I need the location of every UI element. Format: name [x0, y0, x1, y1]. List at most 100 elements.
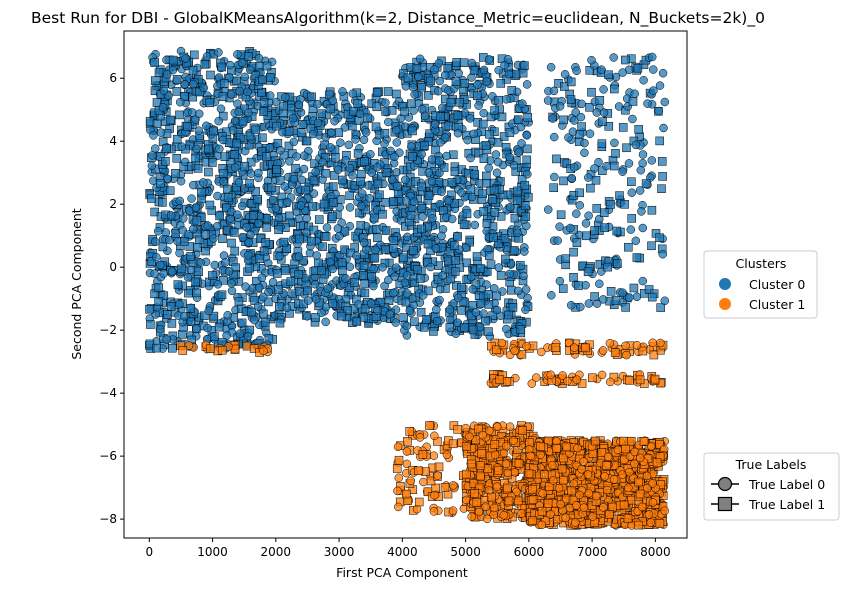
- data-point: [359, 271, 368, 280]
- data-point: [158, 103, 168, 112]
- data-point: [230, 116, 240, 126]
- data-point: [321, 302, 331, 312]
- data-point: [623, 514, 633, 523]
- data-point: [380, 128, 390, 138]
- data-point: [585, 129, 595, 138]
- y-tick-label: 0: [109, 260, 117, 274]
- data-point: [326, 104, 336, 114]
- data-point: [265, 143, 275, 152]
- data-point: [575, 188, 584, 198]
- data-point: [387, 175, 397, 184]
- data-point: [444, 121, 454, 131]
- data-point: [279, 237, 289, 247]
- data-point: [634, 477, 643, 487]
- data-point: [242, 341, 252, 351]
- data-point: [563, 376, 572, 386]
- data-point: [622, 143, 631, 153]
- data-point: [521, 305, 530, 314]
- data-point: [492, 291, 501, 301]
- data-point: [227, 238, 236, 248]
- data-point: [402, 271, 412, 280]
- data-point: [463, 135, 472, 145]
- data-point: [343, 306, 353, 315]
- data-point: [566, 77, 576, 87]
- data-point: [283, 198, 292, 207]
- data-point: [172, 154, 182, 163]
- data-point: [528, 495, 538, 504]
- data-point: [514, 496, 523, 506]
- data-point: [465, 114, 475, 123]
- data-point: [338, 266, 347, 275]
- data-point: [428, 213, 437, 223]
- data-point: [172, 87, 182, 96]
- data-point: [371, 245, 380, 255]
- data-point: [621, 444, 630, 454]
- data-point: [628, 97, 638, 106]
- data-point: [602, 161, 611, 171]
- data-point: [394, 455, 404, 465]
- data-point: [637, 207, 646, 216]
- data-point: [559, 115, 568, 125]
- data-point: [523, 113, 532, 122]
- data-point: [382, 168, 392, 177]
- data-point: [490, 208, 500, 217]
- data-point: [451, 256, 460, 265]
- data-point: [330, 116, 339, 126]
- data-point: [579, 503, 589, 512]
- data-point: [440, 133, 450, 142]
- data-point: [360, 279, 370, 288]
- data-point: [476, 461, 485, 470]
- data-point: [424, 168, 434, 177]
- data-point: [569, 479, 578, 488]
- data-point: [492, 482, 502, 491]
- data-point: [212, 222, 222, 231]
- data-point: [214, 116, 223, 126]
- data-point: [179, 91, 189, 101]
- data-point: [590, 436, 600, 446]
- cluster-0-legend-label: Cluster 0: [749, 277, 805, 292]
- data-point: [213, 280, 223, 289]
- data-point: [289, 137, 299, 147]
- data-point: [147, 194, 156, 203]
- data-point: [328, 96, 338, 105]
- data-point: [333, 224, 343, 233]
- data-point: [614, 102, 624, 111]
- data-point: [520, 247, 529, 256]
- y-tick-label: −6: [99, 449, 117, 463]
- data-point: [266, 73, 275, 82]
- data-point: [147, 161, 157, 171]
- data-point: [179, 311, 189, 321]
- data-point: [644, 510, 654, 519]
- data-point: [178, 214, 188, 223]
- data-point: [366, 299, 376, 308]
- data-point: [639, 75, 648, 85]
- data-point: [387, 106, 397, 115]
- data-point: [494, 239, 503, 248]
- data-point: [442, 151, 451, 161]
- data-point: [652, 458, 662, 468]
- data-point: [457, 188, 466, 197]
- data-point: [227, 286, 237, 296]
- data-point: [450, 167, 460, 176]
- data-point: [621, 303, 630, 312]
- data-point: [569, 273, 578, 282]
- data-point: [168, 343, 177, 353]
- data-point: [632, 292, 642, 302]
- data-point: [568, 127, 578, 136]
- data-point: [337, 258, 347, 267]
- data-point: [233, 99, 242, 108]
- data-point: [605, 510, 614, 519]
- data-point: [453, 293, 463, 303]
- y-tick-label: −2: [99, 323, 117, 337]
- data-point: [482, 219, 492, 228]
- data-point: [453, 128, 463, 138]
- data-point: [468, 325, 478, 335]
- data-point: [363, 113, 372, 123]
- data-point: [516, 325, 526, 334]
- data-point: [469, 479, 479, 488]
- data-point: [635, 186, 645, 195]
- data-point: [359, 261, 369, 270]
- data-point: [258, 292, 268, 302]
- data-point: [643, 99, 652, 108]
- data-point: [504, 310, 513, 320]
